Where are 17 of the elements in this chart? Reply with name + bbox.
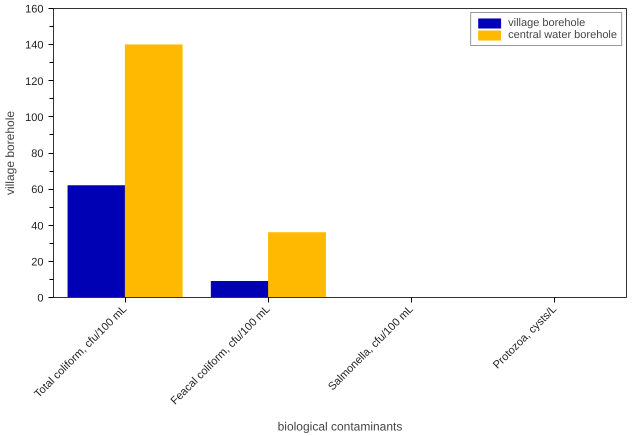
bar bbox=[124, 44, 183, 298]
y-tick-label: 100 bbox=[25, 112, 44, 124]
y-tick-label: 60 bbox=[31, 184, 44, 196]
y-tick-label: 20 bbox=[31, 256, 44, 268]
bar bbox=[68, 185, 126, 298]
x-axis-title: biological contaminants bbox=[278, 420, 402, 434]
y-tick-label: 120 bbox=[25, 76, 44, 88]
y-tick-label: 40 bbox=[31, 220, 44, 232]
y-tick-label: 0 bbox=[37, 292, 44, 304]
y-tick-label: 140 bbox=[25, 40, 44, 52]
legend-label: central water borehole bbox=[508, 29, 617, 41]
legend-label: village borehole bbox=[508, 17, 586, 29]
bar bbox=[268, 232, 326, 298]
y-tick-label: 80 bbox=[31, 148, 44, 160]
y-axis-title: village borehole bbox=[3, 110, 18, 196]
bar bbox=[210, 280, 269, 298]
y-tick-label: 160 bbox=[25, 4, 44, 16]
